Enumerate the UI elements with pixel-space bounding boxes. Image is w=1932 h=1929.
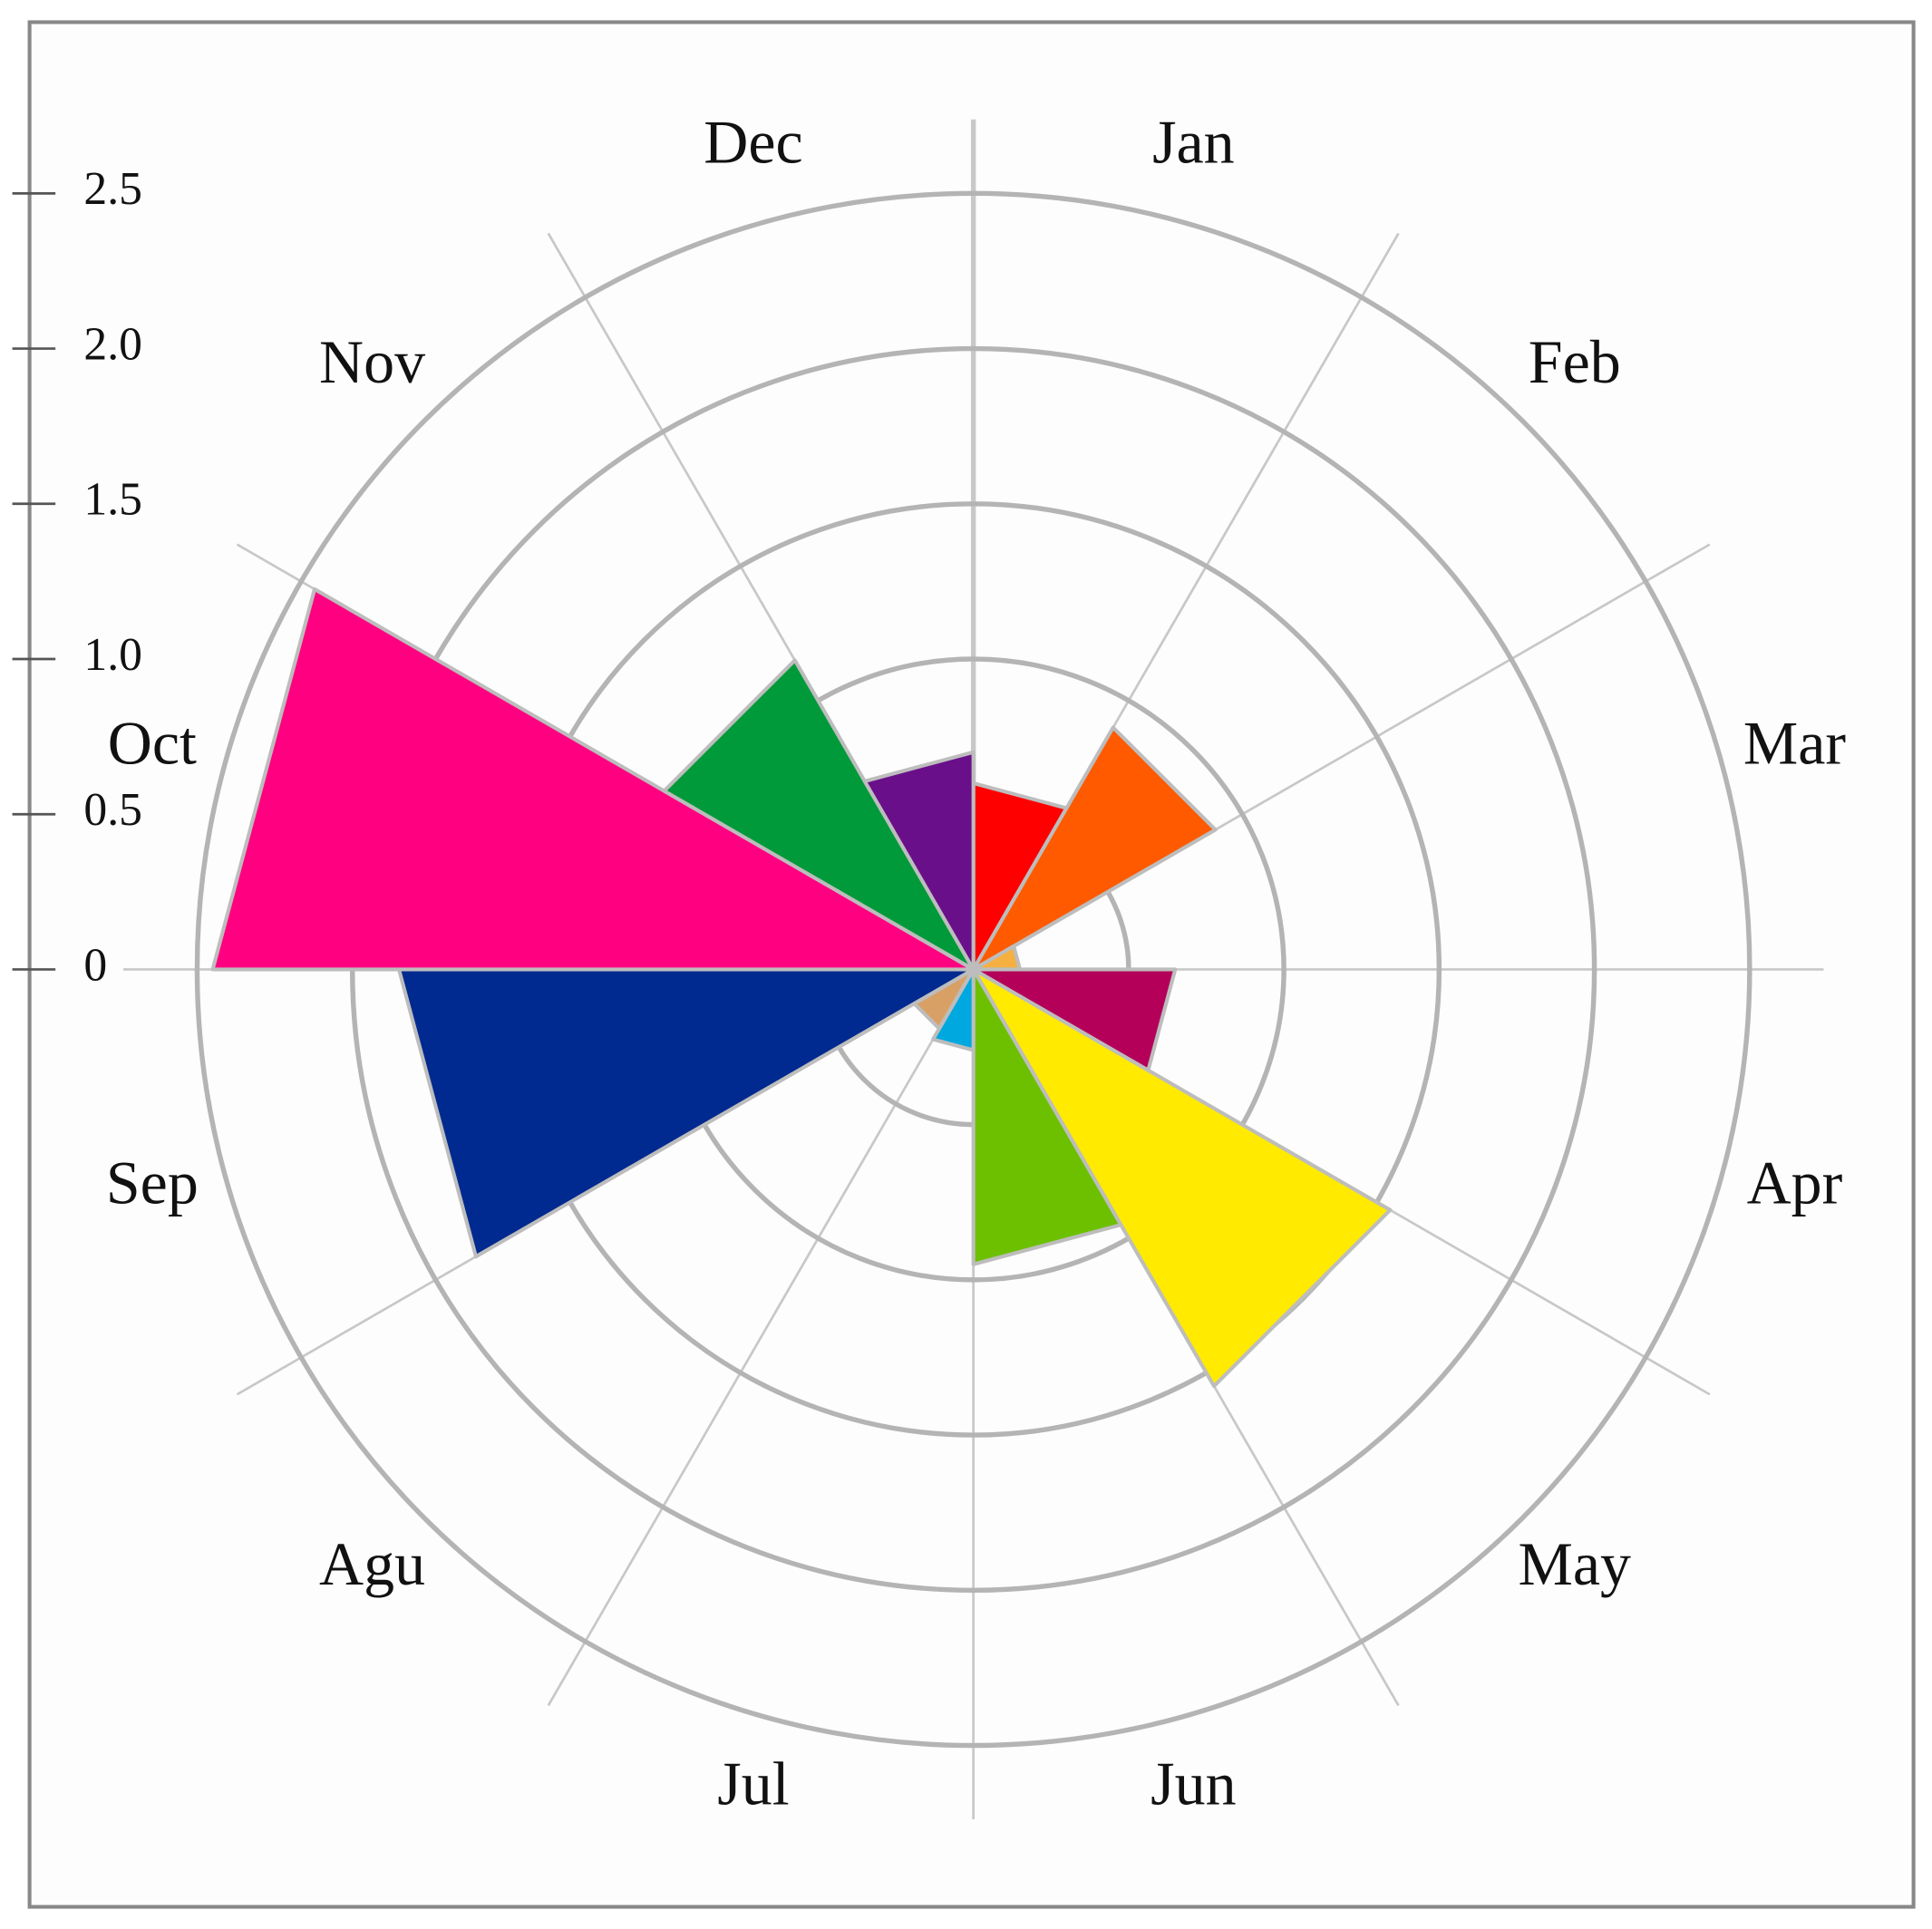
category-label: Jul [717,1750,789,1818]
category-label: Feb [1529,327,1621,396]
y-tick-label: 1.0 [83,629,142,681]
category-label: Mar [1743,708,1847,777]
category-label: Apr [1747,1149,1843,1217]
wedge [862,750,976,972]
wedge [971,725,1218,972]
category-label: Jun [1150,1750,1236,1818]
category-label: Nov [319,327,425,396]
category-label: Agu [319,1529,425,1598]
wedge [210,586,976,972]
y-tick-label: 2.5 [83,163,142,215]
wedge [971,967,1123,1266]
category-label: Jan [1152,107,1235,176]
spoke [547,968,975,1707]
y-tick-label: 0.5 [83,784,142,836]
y-tick-label: 2.0 [83,318,142,370]
category-label: Oct [108,708,197,777]
category-label: May [1518,1529,1631,1598]
category-label: Sep [106,1149,199,1217]
y-tick-label: 1.5 [83,474,142,526]
category-label: Dec [704,107,802,176]
grid-ring [194,190,1752,1749]
y-tick-label: 0 [83,939,107,991]
